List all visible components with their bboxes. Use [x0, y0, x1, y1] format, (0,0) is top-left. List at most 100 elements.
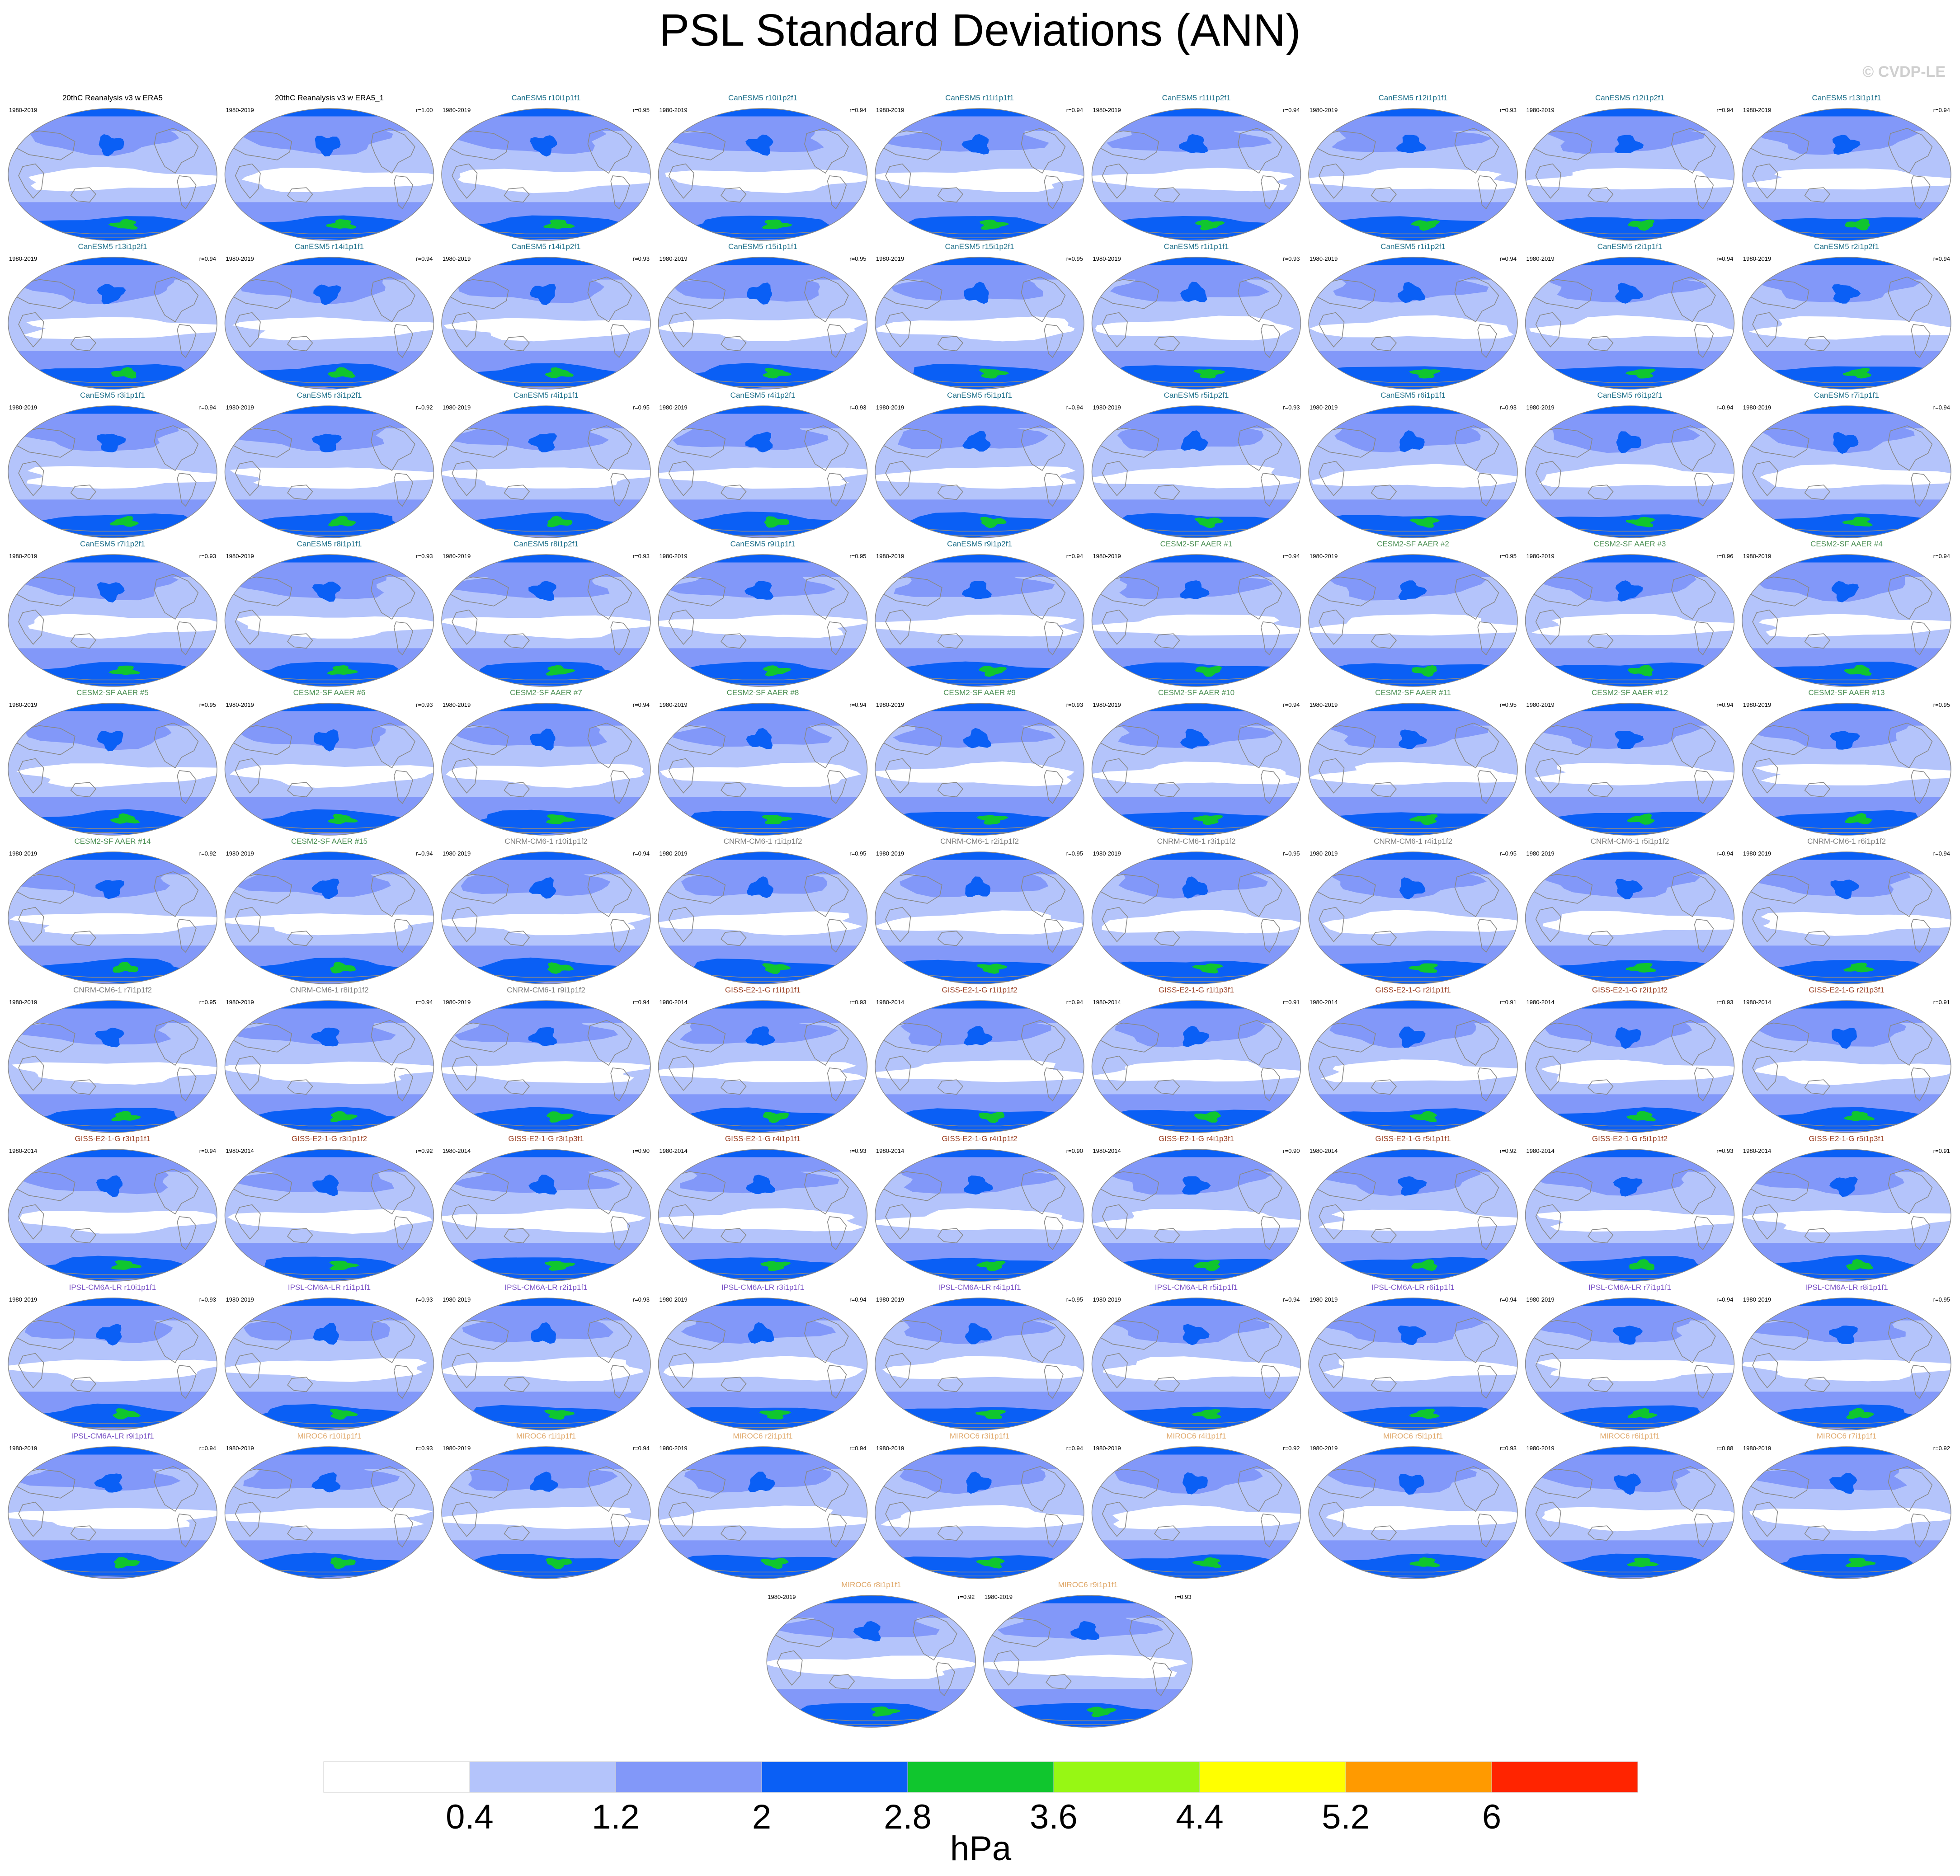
coastline — [1750, 1468, 1809, 1499]
panel-pattern-correlation: r=0.94 — [633, 701, 650, 708]
contour-level-band — [442, 406, 650, 414]
coastline — [1752, 1501, 1778, 1537]
contour-level-band — [1319, 1209, 1517, 1231]
contour-level-band — [1749, 1507, 1951, 1532]
panel-title: MIROC6 r9i1p1f1 — [1058, 1580, 1118, 1589]
coastline — [587, 425, 632, 471]
contour-level-band — [1742, 555, 1951, 563]
contour-level-band — [1193, 815, 1224, 825]
coastline — [1750, 279, 1809, 309]
contour-level-band — [8, 662, 197, 686]
coastline — [1319, 163, 1345, 199]
contour-level-band — [1759, 464, 1951, 489]
contour-level-band — [1309, 1149, 1517, 1157]
contour-level-band — [965, 876, 991, 897]
coastline — [937, 484, 964, 500]
contour-level-band — [1094, 1059, 1301, 1081]
contour-level-band — [109, 516, 139, 527]
panel-period: 1980-2019 — [9, 404, 37, 411]
contour-level-band — [1614, 1473, 1641, 1495]
panel-title: GISS-E2-1-G r4i1p3f1 — [1159, 1134, 1234, 1143]
coastline — [1535, 461, 1561, 496]
coastline — [1454, 722, 1499, 769]
map-frame — [658, 554, 868, 687]
panel-pattern-correlation: r=0.94 — [1283, 1296, 1300, 1303]
coastline — [1238, 1317, 1282, 1364]
map-frame — [8, 1149, 217, 1282]
coastline — [1588, 484, 1614, 500]
contour-level-band — [976, 815, 1009, 825]
panel-pattern-correlation: r=0.93 — [849, 999, 866, 1006]
contour-level-band — [8, 1298, 217, 1306]
panel-title: CanESM5 r7i1p2f1 — [80, 540, 145, 548]
panel-pattern-correlation: r=0.93 — [1716, 999, 1733, 1006]
contour-level-band — [1539, 464, 1734, 488]
contour-level-band — [1092, 1001, 1301, 1009]
contour-level-band — [672, 418, 829, 450]
panel-title: GISS-E2-1-G r2i1p1f1 — [1375, 986, 1451, 994]
contour-level-band — [1525, 1298, 1734, 1306]
coastline — [1044, 1216, 1064, 1251]
coastline — [1671, 127, 1716, 174]
panel-pattern-correlation: r=0.95 — [1933, 1296, 1950, 1303]
contour-level-band — [1541, 1507, 1734, 1532]
coastline — [449, 576, 509, 607]
contour-level-band — [1531, 514, 1724, 538]
coastline — [827, 324, 847, 358]
panel-period: 1980-2019 — [226, 850, 254, 857]
coastline — [666, 279, 726, 309]
coastline — [1260, 324, 1281, 358]
panel-pattern-correlation: r=0.95 — [849, 553, 866, 560]
coastline — [1046, 1674, 1072, 1690]
coastline — [1804, 1525, 1831, 1541]
panel-title: GISS-E2-1-G r1i1p1f1 — [725, 986, 801, 994]
coastline — [1260, 473, 1281, 507]
contour-level-band — [1742, 1298, 1951, 1306]
contour-level-band — [1843, 962, 1875, 973]
contour-level-band — [25, 717, 172, 750]
panel-pattern-correlation: r=0.95 — [1066, 1296, 1083, 1303]
panel-title: MIROC6 r4i1p1f1 — [1166, 1432, 1226, 1440]
contour-level-band — [232, 317, 434, 341]
contour-level-band — [546, 814, 576, 824]
contour-level-band — [1195, 220, 1225, 230]
coastline — [1911, 919, 1931, 953]
coastline — [587, 1317, 632, 1364]
coastline — [1533, 1171, 1593, 1201]
panel-period: 1980-2019 — [1743, 850, 1771, 857]
contour-level-band — [446, 763, 645, 788]
panel-title: GISS-E2-1-G r4i1p1f2 — [942, 1134, 1017, 1143]
coastline — [1535, 1055, 1561, 1091]
contour-level-band — [443, 318, 650, 342]
contour-level-band — [1742, 1001, 1951, 1009]
coastline — [1102, 461, 1128, 496]
panel-title: CNRM-CM6-1 r9i1p1f2 — [507, 986, 585, 994]
contour-level-band — [97, 731, 123, 752]
contour-level-band — [1742, 1359, 1951, 1382]
contour-level-band — [1310, 315, 1514, 339]
contour-level-band — [311, 879, 339, 899]
coastline — [1154, 336, 1180, 352]
contour-level-band — [1309, 1447, 1517, 1455]
coastline — [1238, 1168, 1282, 1215]
contour-level-band — [530, 729, 556, 751]
contour-level-band — [761, 219, 792, 229]
contour-level-band — [1410, 1111, 1437, 1123]
contour-level-band — [748, 1322, 774, 1344]
contour-level-band — [1095, 1258, 1288, 1281]
panel-period: 1980-2019 — [1743, 553, 1771, 560]
panel-title: CanESM5 r5i1p1f1 — [947, 391, 1012, 400]
panel-pattern-correlation: r=0.92 — [1500, 1147, 1517, 1154]
panel-title: GISS-E2-1-G r5i1p3f1 — [1809, 1134, 1884, 1143]
coastline — [1535, 758, 1561, 794]
coastline — [1319, 1055, 1345, 1091]
contour-level-band — [1761, 912, 1951, 936]
contour-level-band — [1194, 517, 1224, 528]
coastline — [16, 1171, 75, 1201]
coastline — [1477, 1514, 1497, 1548]
coastline — [1750, 1171, 1809, 1201]
coastline — [449, 130, 509, 160]
coastline — [504, 1377, 530, 1392]
panel-period: 1980-2019 — [876, 404, 904, 411]
panel-title: CESM2-SF AAER #1 — [1160, 540, 1233, 548]
